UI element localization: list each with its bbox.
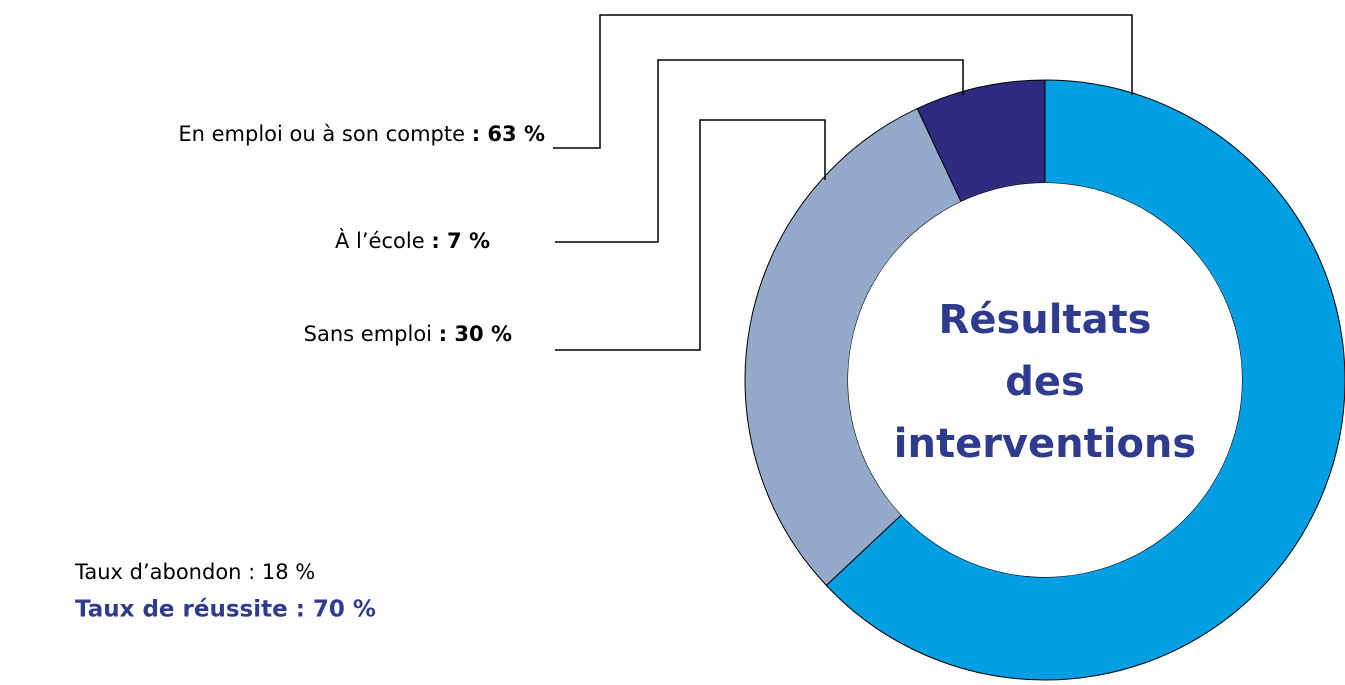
category-name: À l’école bbox=[335, 228, 425, 253]
value-label: : 63 % bbox=[472, 122, 545, 146]
leader-line bbox=[555, 119, 826, 351]
value-label: : 7 % bbox=[431, 229, 490, 253]
category-name: En emploi ou à son compte bbox=[178, 122, 465, 146]
category-name: Sans emploi bbox=[304, 322, 432, 346]
leader-line bbox=[555, 59, 964, 243]
donut-segment bbox=[916, 79, 1046, 203]
center-label: Résultats bbox=[939, 297, 1152, 343]
donut-hole bbox=[848, 183, 1242, 577]
dropout-rate: Taux d’abondon : 18 % bbox=[74, 560, 315, 584]
segment-label: À l’école : 7 % bbox=[335, 228, 490, 253]
center-label: interventions bbox=[894, 421, 1196, 467]
center-label: des bbox=[1005, 359, 1085, 405]
segment-label: En emploi ou à son compte : 63 % bbox=[178, 122, 545, 146]
success-rate: Taux de réussite : 70 % bbox=[75, 597, 376, 623]
donut-segment bbox=[744, 107, 962, 587]
value-label: : 30 % bbox=[439, 322, 512, 346]
segment-label: Sans emploi : 30 % bbox=[304, 322, 512, 346]
leader-line bbox=[553, 14, 1133, 149]
